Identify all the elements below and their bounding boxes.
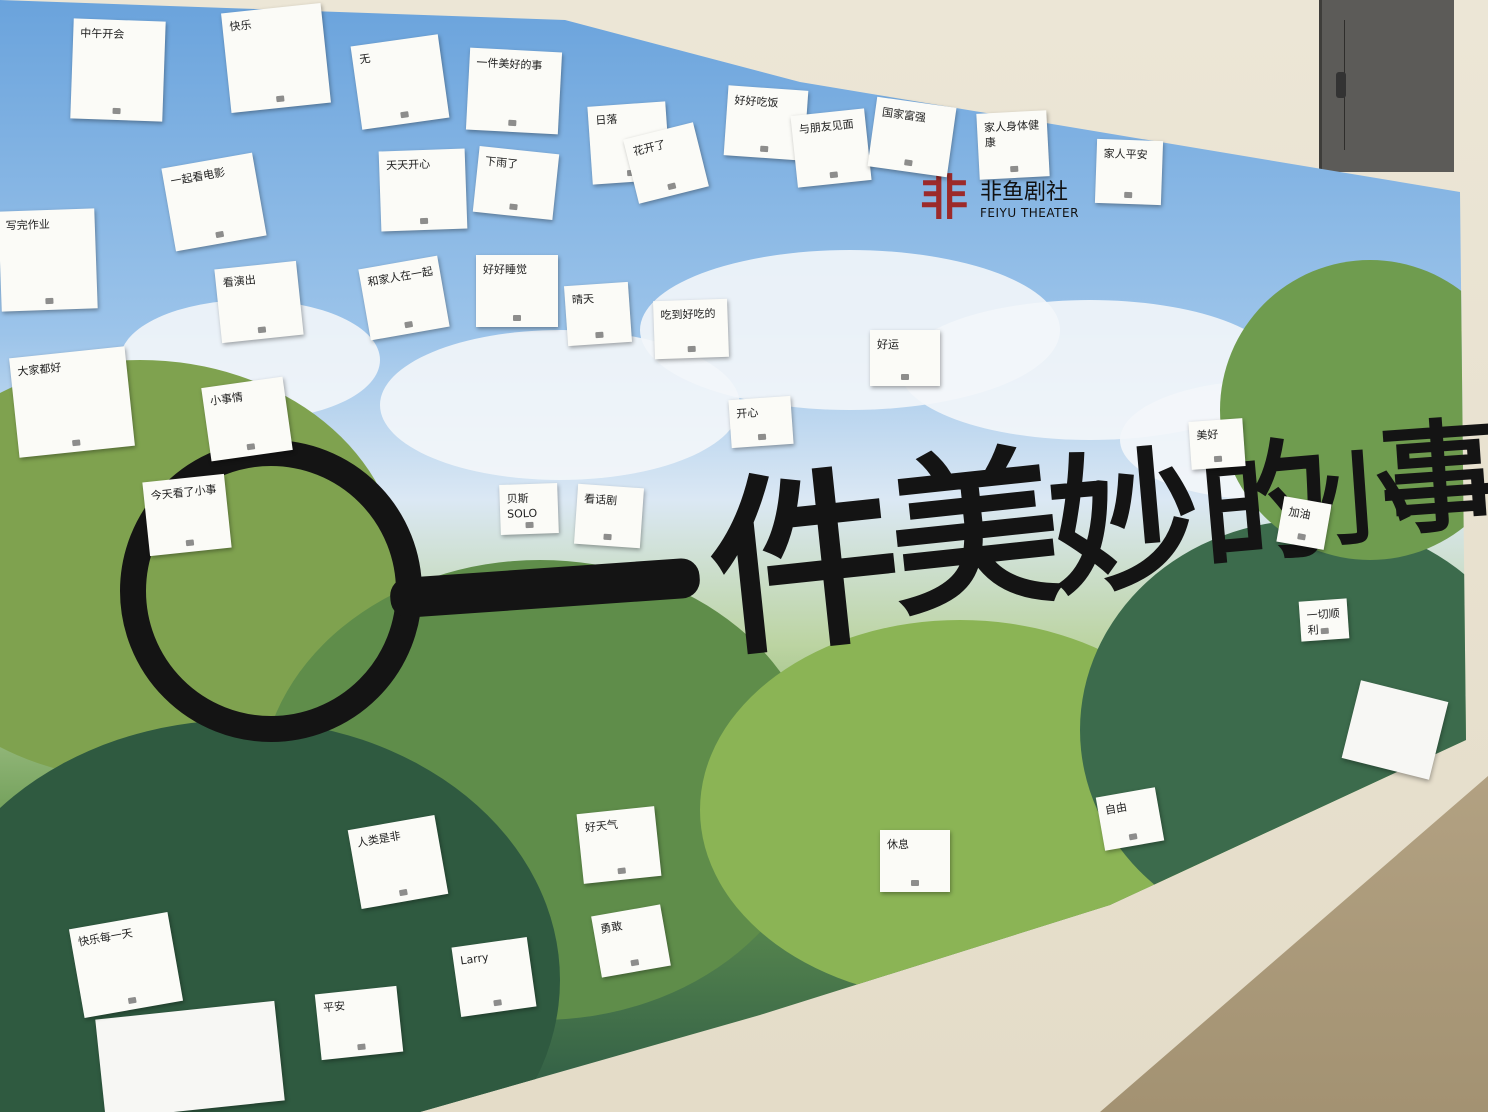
sticky-note: 休息: [880, 830, 950, 892]
sticky-note: 看话剧: [573, 483, 645, 549]
feiyu-theater-logo: 非 非鱼剧社 FEIYU THEATER: [920, 170, 1100, 244]
sticky-note: 与朋友见面: [790, 108, 872, 188]
sticky-note: 大家都好: [9, 346, 135, 458]
headline-char: 美: [880, 427, 1070, 643]
sticky-note: 中午开会: [70, 18, 166, 122]
electrical-panel: [1319, 0, 1454, 172]
sticky-note: 一起看电影: [161, 152, 267, 252]
sticky-note: 自由: [1095, 787, 1165, 851]
headline-char: 事: [1375, 405, 1488, 554]
sticky-note: 贝斯SOLO: [499, 483, 559, 535]
sticky-note: 下雨了: [472, 145, 560, 221]
headline-char: 妙: [1042, 431, 1208, 619]
logo-mark: 非: [920, 170, 969, 226]
sticky-note: 晴天: [563, 281, 633, 347]
headline-char: 件: [698, 444, 911, 685]
sticky-note: 家人平安: [1094, 138, 1164, 206]
sticky-note: 一件美好的事: [465, 47, 563, 135]
sticky-note: 无: [350, 34, 450, 130]
sticky-note: 天天开心: [378, 148, 468, 232]
sticky-note: 今天看了小事: [142, 473, 232, 557]
headline: 件 美 妙 的 小 事: [90, 380, 1488, 742]
sticky-note: 加油: [1276, 496, 1332, 550]
sticky-note: 好运: [870, 330, 940, 386]
headline-dash: [388, 557, 702, 619]
sticky-note: 国家富强: [867, 96, 957, 178]
sticky-note: 吃到好吃的: [653, 298, 729, 360]
sticky-note: 好好睡觉: [476, 255, 558, 327]
sticky-note: 快乐: [221, 3, 331, 113]
sticky-note: 家人身体健康: [976, 110, 1050, 180]
logo-name-en: FEIYU THEATER: [980, 206, 1079, 220]
sticky-note: 人类是非: [347, 814, 449, 910]
sticky-note: 看演出: [214, 260, 304, 344]
logo-name-cn: 非鱼剧社: [980, 180, 1069, 205]
sticky-note: 好天气: [576, 806, 662, 884]
loose-sheet: [95, 1000, 285, 1112]
sticky-note: 小事情: [201, 376, 293, 462]
sticky-note: 快乐每一天: [68, 912, 184, 1018]
sticky-note: Larry: [451, 937, 537, 1017]
sticky-note: 写完作业: [0, 208, 98, 312]
hill: [1220, 260, 1466, 560]
sticky-note: 美好: [1188, 418, 1246, 470]
sticky-note: 和家人在一起: [358, 255, 450, 341]
sticky-note: 勇敢: [591, 904, 671, 978]
sticky-note: 一切顺利: [1298, 598, 1350, 642]
sticky-note: 平安: [314, 985, 404, 1061]
sticky-note: 开心: [728, 395, 794, 449]
